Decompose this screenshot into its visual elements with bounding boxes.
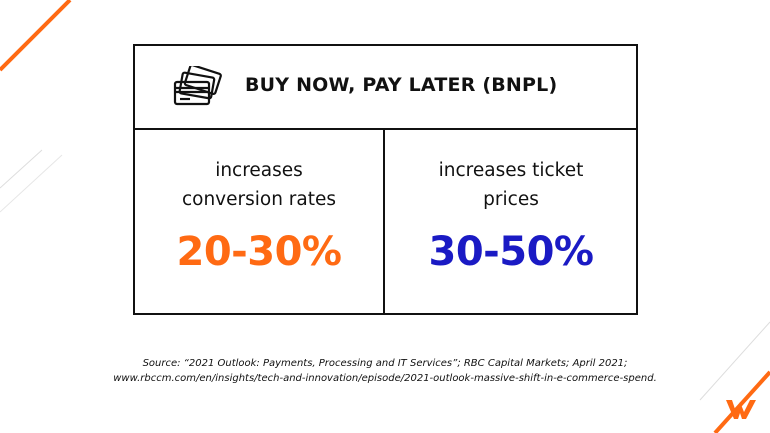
stat-label: increases ticket prices	[386, 156, 636, 214]
bnpl-infobox: BUY NOW, PAY LATER (BNPL) increases conv…	[133, 44, 638, 315]
source-citation: Source: “2021 Outlook: Payments, Process…	[0, 356, 770, 386]
stat-value: 20-30%	[176, 229, 342, 275]
stat-label-line1: increases	[215, 160, 303, 181]
credit-cards-icon	[173, 66, 222, 106]
stat-label-line1: increases ticket	[438, 160, 584, 181]
infobox-header: BUY NOW, PAY LATER (BNPL)	[135, 46, 636, 130]
stat-conversion-rates: increases conversion rates 20-30%	[135, 130, 385, 313]
stat-label: increases conversion rates	[135, 156, 383, 214]
source-line1: Source: “2021 Outlook: Payments, Process…	[142, 358, 628, 369]
stat-label-line2: prices	[483, 189, 539, 210]
stat-ticket-prices: increases ticket prices 30-50%	[386, 130, 636, 313]
w-logo-icon	[726, 400, 756, 419]
infobox-title: BUY NOW, PAY LATER (BNPL)	[245, 74, 558, 96]
stat-value: 30-50%	[428, 229, 594, 275]
stat-label-line2: conversion rates	[181, 189, 337, 210]
source-line2: www.rbccm.com/en/insights/tech-and-innov…	[113, 373, 657, 384]
